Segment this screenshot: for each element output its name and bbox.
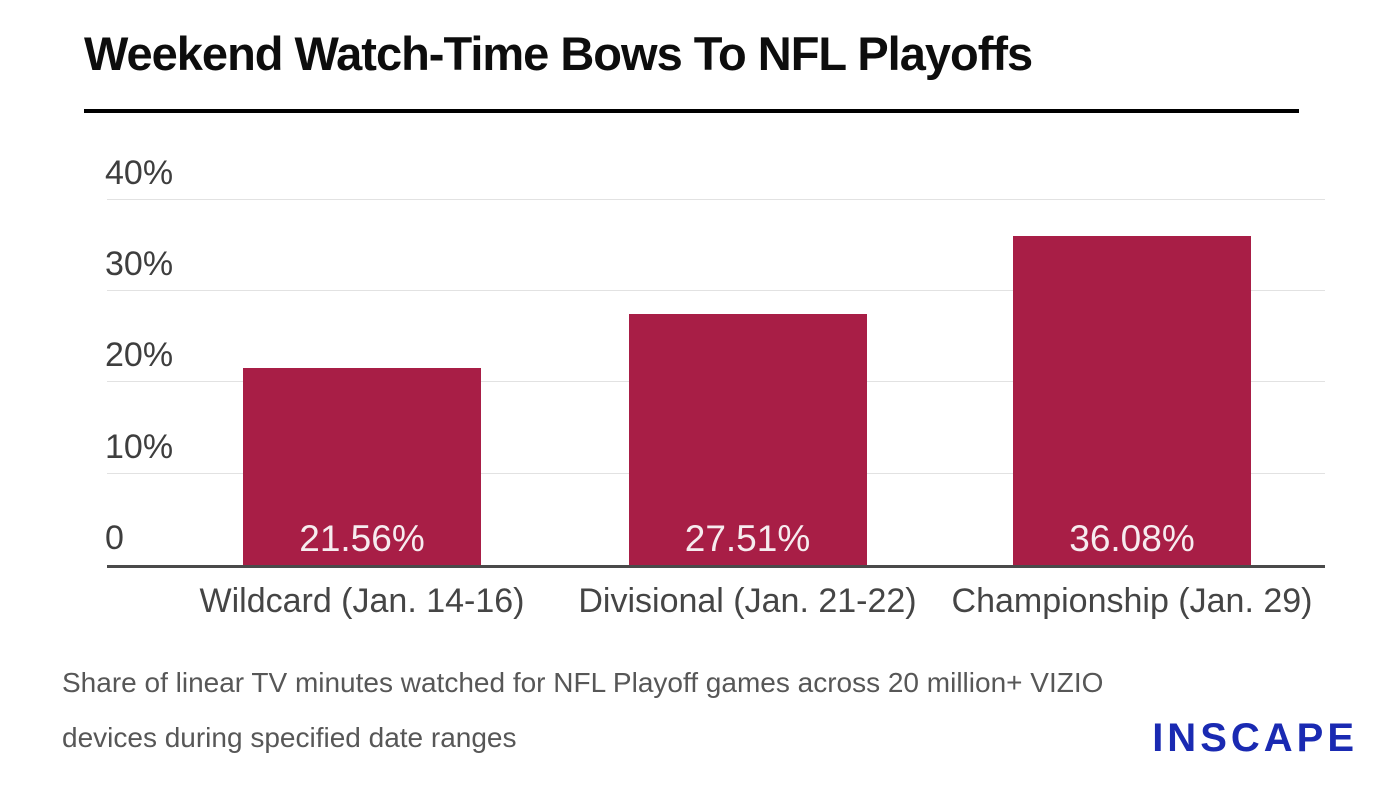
gridline-30pct xyxy=(107,290,1325,292)
footnote-line-1: Share of linear TV minutes watched for N… xyxy=(62,667,1104,698)
bar-2: 36.08% xyxy=(1013,235,1251,565)
bar-value-label-1: 27.51% xyxy=(684,518,811,559)
x-axis-label-1: Divisional (Jan. 21-22) xyxy=(578,582,917,620)
footnote-line-2: devices during specified date ranges xyxy=(62,722,517,753)
x-axis-labels-row: Wildcard (Jan. 14-16) Divisional (Jan. 21… xyxy=(107,582,1325,622)
bar-1: 27.51% xyxy=(628,313,867,565)
y-tick-label-0: 0 xyxy=(105,519,124,557)
chart-title: Weekend Watch-Time Bows To NFL Playoffs xyxy=(84,27,1033,80)
y-tick-label-40: 40% xyxy=(105,153,174,192)
y-tick-label-30: 30% xyxy=(105,245,174,284)
y-tick-label-10: 10% xyxy=(105,427,174,466)
y-tick-label-20: 20% xyxy=(105,336,174,375)
x-axis-label-2: Championship (Jan. 29) xyxy=(951,582,1313,620)
inscape-logo: INSCAPE xyxy=(1152,716,1358,760)
plot-area: 0 10% 20% 30% 40% 21.56% 27.51% 36.08% xyxy=(105,145,1325,568)
x-axis-label-0: Wildcard (Jan. 14-16) xyxy=(199,582,525,620)
bar-value-label-0: 21.56% xyxy=(299,518,425,559)
gridline-40pct xyxy=(107,198,1325,200)
bar-0: 21.56% xyxy=(243,368,481,565)
footnote: Share of linear TV minutes watched for N… xyxy=(62,655,1103,765)
title-divider xyxy=(84,109,1299,113)
bar-value-label-2: 36.08% xyxy=(1069,518,1195,559)
